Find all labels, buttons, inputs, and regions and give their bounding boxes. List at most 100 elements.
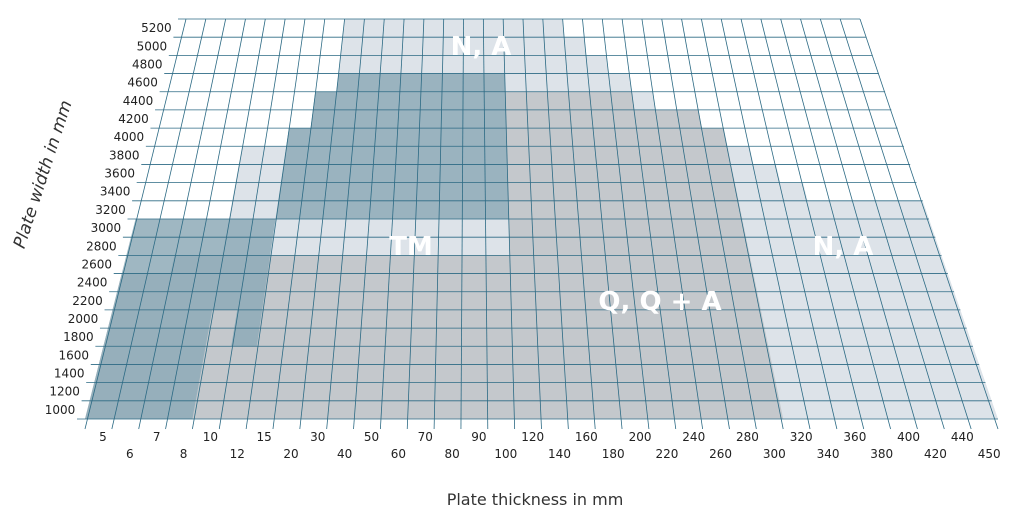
y-tick-label: 3800: [109, 148, 140, 162]
x-tick-label-bottom: 140: [548, 447, 571, 461]
grid-line-vertical: [859, 18, 999, 430]
x-tick-label-bottom: 80: [444, 447, 459, 461]
grid-line-vertical: [326, 18, 365, 430]
y-tick-label: 5200: [141, 21, 172, 35]
y-tick-label: 4600: [127, 76, 158, 90]
grid-line-vertical: [502, 18, 516, 430]
grid-line-vertical: [740, 18, 838, 430]
region-label: Q, Q + A: [598, 287, 721, 317]
y-tick-label: 4000: [114, 130, 145, 144]
grid-line-vertical: [165, 18, 246, 430]
x-tick-label-bottom: 180: [602, 447, 625, 461]
x-tick-label-bottom: 8: [180, 447, 188, 461]
x-tick-label-bottom: 220: [655, 447, 678, 461]
x-tick-label-bottom: 20: [283, 447, 298, 461]
grid-line-vertical: [780, 18, 891, 430]
x-axis-label: Plate thickness in mm: [447, 490, 624, 509]
x-tick-label-bottom: 40: [337, 447, 352, 461]
grid-line-vertical: [111, 18, 207, 430]
grid-line-vertical: [353, 18, 385, 430]
y-tick-label: 2000: [68, 312, 99, 326]
x-tick-label-top: 10: [203, 430, 218, 444]
grid-line-vertical: [542, 18, 569, 430]
y-tick-label: 2200: [72, 294, 103, 308]
y-tick-label: 4200: [118, 112, 149, 126]
grid-line-vertical: [482, 18, 489, 430]
chart-grid: [77, 18, 999, 430]
x-tick-label-bottom: 60: [391, 447, 406, 461]
y-tick-label: 5000: [137, 39, 168, 53]
grid-line-vertical: [601, 18, 650, 430]
x-tick-label-bottom: 450: [978, 447, 1001, 461]
grid-line-vertical: [460, 18, 464, 430]
grid-line-vertical: [192, 18, 266, 430]
x-tick-label-top: 320: [790, 430, 813, 444]
y-tick-label: 3400: [100, 185, 131, 199]
x-tick-label-bottom: 420: [924, 447, 947, 461]
grid-line-vertical: [433, 18, 445, 430]
x-tick-label-top: 5: [99, 430, 107, 444]
y-tick-label: 2400: [77, 276, 108, 290]
x-tick-label-top: 440: [951, 430, 974, 444]
grid-line-vertical: [406, 18, 425, 430]
grid-line-vertical: [379, 18, 405, 430]
x-tick-label-top: 240: [682, 430, 705, 444]
x-tick-label-top: 280: [736, 430, 759, 444]
x-tick-labels: 5 7 10 15 30 50 70 90 120 160 200 240 280 320 360 400 44…: [99, 430, 1000, 461]
x-tick-label-top: 30: [310, 430, 325, 444]
grid-line-vertical: [84, 18, 187, 430]
grid-line-vertical: [562, 18, 596, 430]
y-tick-label: 3600: [104, 167, 135, 181]
x-tick-label-top: 70: [418, 430, 433, 444]
grid-line-vertical: [582, 18, 623, 430]
y-tick-label: 1800: [63, 330, 94, 344]
x-tick-label-bottom: 300: [763, 447, 786, 461]
region-label: TM: [389, 232, 433, 262]
x-tick-label-top: 160: [575, 430, 598, 444]
x-tick-label-bottom: 260: [709, 447, 732, 461]
grid-line-vertical: [299, 18, 345, 430]
x-tick-label-bottom: 6: [126, 447, 134, 461]
y-tick-label: 1000: [45, 403, 76, 417]
grid-line-vertical: [138, 18, 227, 430]
y-tick-label: 1400: [54, 367, 85, 381]
x-tick-label-top: 90: [471, 430, 486, 444]
y-tick-label: 4800: [132, 57, 163, 71]
y-tick-label: 2800: [86, 239, 117, 253]
grid-line-vertical: [245, 18, 306, 430]
grid-line-vertical: [720, 18, 811, 430]
x-tick-label-top: 50: [364, 430, 379, 444]
region-label: N, A: [813, 232, 874, 262]
grid-line-vertical: [218, 18, 286, 430]
y-axis-label: Plate width in mm: [10, 98, 77, 251]
y-tick-label: 1200: [49, 385, 80, 399]
x-tick-label-top: 200: [629, 430, 652, 444]
grid-line-vertical: [522, 18, 542, 430]
grid-line-vertical: [621, 18, 677, 430]
grid-line-vertical: [272, 18, 326, 430]
region-label: N, A: [451, 32, 512, 62]
grid-line-vertical: [701, 18, 784, 430]
x-tick-label-bottom: 100: [494, 447, 517, 461]
grid-line-vertical: [800, 18, 918, 430]
x-tick-label-top: 400: [897, 430, 920, 444]
grid-line-vertical: [681, 18, 757, 430]
grid-line-vertical: [760, 18, 865, 430]
grid-line-vertical: [819, 18, 945, 430]
x-tick-label-bottom: 12: [230, 447, 245, 461]
y-tick-label: 1600: [59, 348, 90, 362]
grid-line-vertical: [641, 18, 704, 430]
y-tick-label: 3000: [91, 221, 122, 235]
x-tick-label-top: 120: [521, 430, 544, 444]
y-tick-label: 4400: [123, 94, 154, 108]
x-tick-label-top: 360: [843, 430, 866, 444]
x-tick-label-top: 7: [153, 430, 161, 444]
x-tick-label-bottom: 340: [817, 447, 840, 461]
y-tick-label: 2600: [81, 257, 112, 271]
x-tick-label-top: 15: [256, 430, 271, 444]
x-tick-label-bottom: 380: [870, 447, 893, 461]
region-tm: [85, 73, 509, 419]
y-tick-labels: 1000 1200 1400 1600 1800 2000 2200 2400 2600 2800…: [45, 21, 172, 417]
grid-line-vertical: [839, 18, 972, 430]
